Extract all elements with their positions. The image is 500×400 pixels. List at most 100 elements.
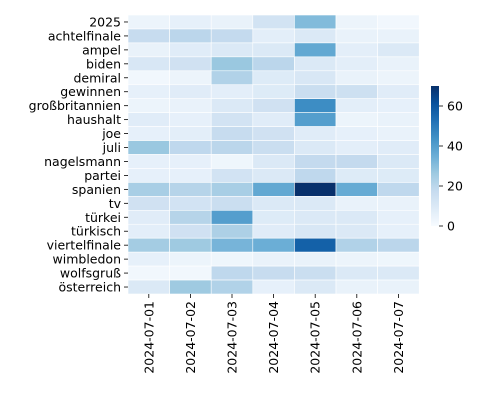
heatmap-cell — [377, 84, 420, 99]
heatmap-cell — [210, 251, 254, 267]
x-tick-label: 2024-07-05 — [308, 301, 323, 374]
heatmap-cell — [210, 84, 254, 99]
heatmap-cell — [335, 28, 378, 44]
y-tick-label: türkei — [85, 210, 121, 225]
heatmap-cell — [335, 168, 378, 183]
heatmap-cell — [377, 42, 420, 58]
heatmap-cell — [210, 237, 254, 253]
heatmap-cell — [210, 140, 254, 155]
heatmap-cell — [377, 182, 420, 197]
y-tick-label: partei — [84, 168, 121, 183]
colorbar-ticks: 0 20 40 60 — [439, 99, 463, 234]
heatmap-cell — [127, 182, 170, 197]
heatmap-cell — [377, 223, 420, 239]
heatmap-cell — [169, 126, 212, 141]
x-tick-label: 2024-07-07 — [391, 301, 406, 374]
heatmap-cell — [252, 265, 295, 281]
heatmap-cell — [169, 56, 212, 72]
heatmap-cells — [127, 14, 420, 295]
heatmap-cell — [127, 210, 170, 225]
heatmap-cell — [377, 112, 420, 127]
colorbar-gradient — [431, 86, 439, 226]
y-tick-labels: 2025achtelfinaleampelbidendemiralgewinne… — [29, 14, 128, 295]
heatmap-cell — [252, 251, 295, 267]
heatmap-cell — [294, 223, 337, 239]
heatmap-cell — [252, 279, 295, 295]
heatmap-cell — [377, 14, 420, 30]
heatmap-cell — [294, 84, 337, 99]
y-tick-label: wolfsgruß — [60, 266, 121, 281]
y-tick-label: demiral — [73, 70, 121, 85]
y-tick-label: juli — [102, 140, 121, 155]
heatmap-cell — [169, 237, 212, 253]
y-tick-label: joe — [101, 126, 121, 141]
heatmap-cell — [252, 237, 295, 253]
x-tick-label: 2024-07-06 — [349, 301, 364, 374]
y-tick-label: viertelfinale — [47, 238, 122, 253]
heatmap-cell — [252, 70, 295, 86]
heatmap-cell — [377, 28, 420, 44]
heatmap-cell — [377, 265, 420, 281]
heatmap-cell — [252, 182, 295, 197]
heatmap-cell — [335, 196, 378, 211]
heatmap-cell — [335, 140, 378, 155]
heatmap-cell — [294, 182, 337, 197]
x-tick-label: 2024-07-03 — [225, 301, 240, 374]
heatmap-cell — [169, 196, 212, 211]
heatmap-cell — [127, 168, 170, 183]
heatmap-cell — [294, 196, 337, 211]
heatmap-cell — [335, 210, 378, 225]
heatmap-cell — [377, 154, 420, 169]
heatmap-cell — [252, 14, 295, 30]
heatmap-cell — [210, 70, 254, 86]
colorbar-tick-label: 60 — [447, 99, 463, 114]
heatmap-cell — [335, 251, 378, 267]
heatmap-cell — [294, 237, 337, 253]
heatmap-cell — [210, 28, 254, 44]
heatmap-cell — [294, 126, 337, 141]
heatmap-cell — [210, 223, 254, 239]
colorbar-tick-label: 20 — [447, 179, 463, 194]
heatmap-cell — [294, 265, 337, 281]
heatmap-cell — [169, 70, 212, 86]
y-tick-label: österreich — [59, 280, 122, 295]
heatmap-cell — [127, 140, 170, 155]
heatmap-cell — [210, 14, 254, 30]
heatmap-cell — [252, 98, 295, 113]
heatmap-cell — [169, 112, 212, 127]
heatmap-cell — [169, 210, 212, 225]
heatmap-cell — [127, 265, 170, 281]
heatmap-cell — [335, 84, 378, 99]
heatmap-cell — [210, 168, 254, 183]
heatmap-cell — [294, 28, 337, 44]
heatmap-cell — [127, 14, 170, 30]
heatmap-cell — [210, 42, 254, 58]
x-tick-labels: 2024-07-01 2024-07-02 2024-07-03 2024-07-04… — [141, 294, 406, 374]
heatmap-cell — [252, 112, 295, 127]
heatmap-cell — [335, 182, 378, 197]
heatmap-cell — [127, 279, 170, 295]
heatmap-cell — [252, 196, 295, 211]
heatmap-cell — [169, 279, 212, 295]
heatmap-cell — [294, 154, 337, 169]
heatmap-cell — [294, 210, 337, 225]
heatmap-cell — [377, 126, 420, 141]
heatmap-cell — [252, 56, 295, 72]
heatmap-cell — [169, 28, 212, 44]
heatmap-cell — [127, 84, 170, 99]
x-tick-label: 2024-07-01 — [141, 301, 156, 374]
heatmap-cell — [252, 210, 295, 225]
heatmap-cell — [377, 168, 420, 183]
heatmap-cell — [252, 223, 295, 239]
heatmap-cell — [335, 237, 378, 253]
heatmap-cell — [294, 70, 337, 86]
heatmap-cell — [127, 154, 170, 169]
heatmap-cell — [377, 196, 420, 211]
heatmap-cell — [335, 14, 378, 30]
heatmap-cell — [335, 56, 378, 72]
heatmap-cell — [335, 42, 378, 58]
heatmap-cell — [169, 42, 212, 58]
heatmap-cell — [169, 14, 212, 30]
heatmap-cell — [210, 126, 254, 141]
